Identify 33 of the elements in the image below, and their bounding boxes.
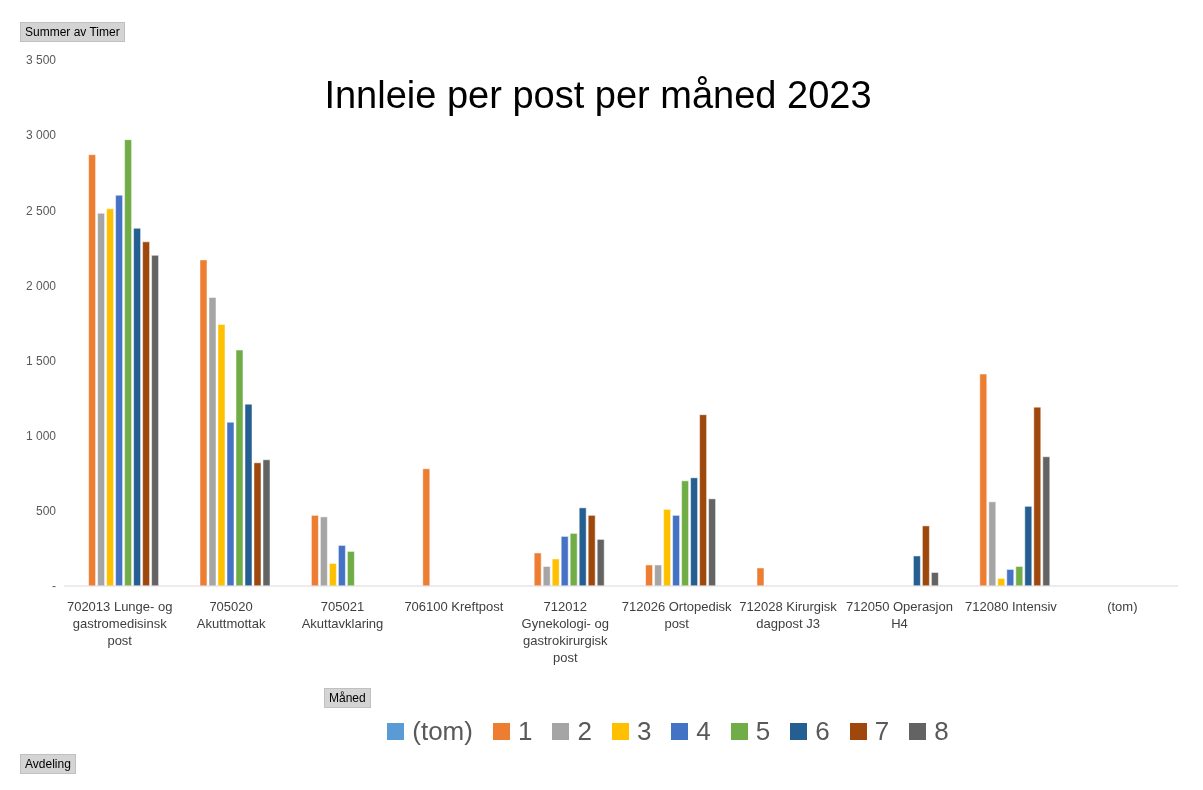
legend-label: 7 bbox=[874, 716, 890, 747]
x-tick-label: 712012 Gynekologi- og gastrokirurgisk post bbox=[521, 599, 610, 665]
x-tick-label: (tom) bbox=[1107, 599, 1138, 614]
text: Avdeling bbox=[20, 754, 76, 774]
bar bbox=[756, 567, 765, 586]
x-tick-label: 712026 Ortopedisk post bbox=[621, 599, 733, 631]
legend-label: 4 bbox=[696, 716, 711, 747]
y-tick-label: 1 500 bbox=[25, 353, 57, 368]
y-tick-label: 1 000 bbox=[25, 428, 57, 443]
x-tick-label: 702013 Lunge- og gastromedisinsk post bbox=[66, 599, 173, 648]
legend-label: 5 bbox=[755, 716, 771, 747]
y-tick-label: 500 bbox=[35, 504, 57, 519]
legend-label: 2 bbox=[577, 716, 592, 747]
x-tick-label: 712050 Operasjon H4 bbox=[846, 599, 953, 631]
y-tick-label: 3 500 bbox=[25, 53, 57, 68]
legend-label: 3 bbox=[636, 716, 652, 747]
y-tick-label: 2 500 bbox=[25, 203, 57, 218]
bar bbox=[422, 468, 431, 586]
x-tick-label: 706100 Kreftpost bbox=[404, 599, 504, 614]
legend-label: 1 bbox=[517, 716, 533, 747]
x-tick-label: 712080 Intensiv bbox=[965, 599, 1058, 614]
y-tick-label: 3 000 bbox=[25, 128, 57, 143]
y-tick-label: - bbox=[52, 579, 56, 594]
chart-title: Innleie per post per måned 2023 bbox=[323, 74, 873, 117]
y-tick-label: 2 000 bbox=[25, 278, 57, 293]
x-tick-label: 712028 Kirurgisk dagpost J3 bbox=[739, 599, 838, 631]
x-tick-label: 705021 Akuttavklaring bbox=[301, 599, 384, 631]
legend-label: 8 bbox=[934, 716, 949, 747]
x-tick-label: 705020 Akuttmottak bbox=[196, 599, 266, 631]
legend-label: (tom) bbox=[412, 716, 473, 747]
legend-title: Måned bbox=[324, 688, 371, 708]
legend-label: 6 bbox=[815, 716, 830, 747]
y-axis-title: Summer av Timer bbox=[20, 22, 125, 42]
